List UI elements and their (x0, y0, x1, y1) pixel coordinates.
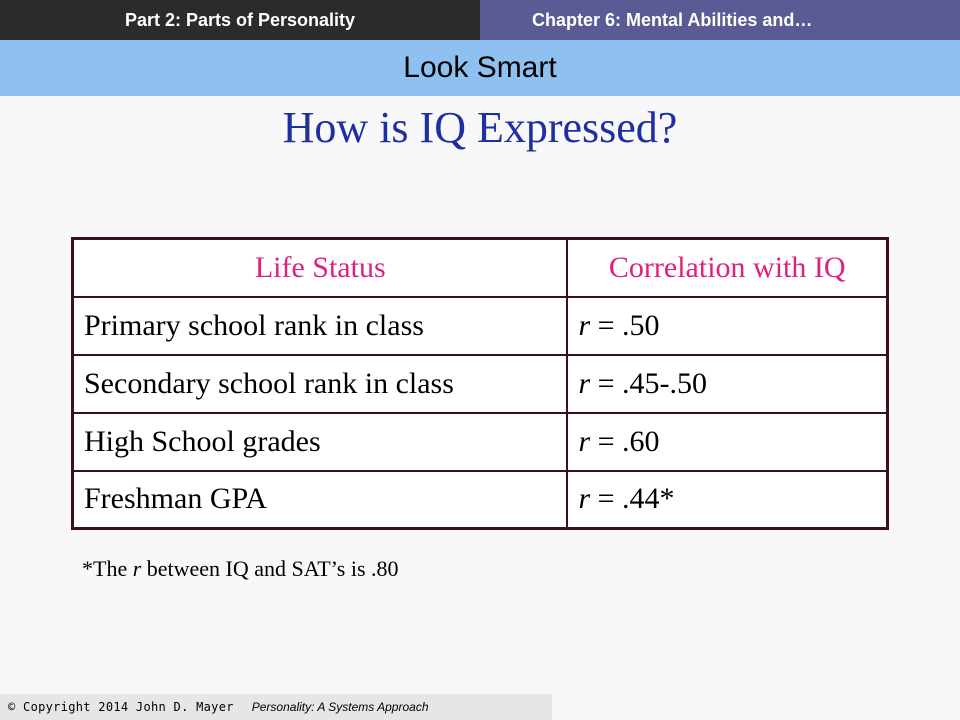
section-title: Look Smart (0, 40, 960, 96)
column-header-correlation: Correlation with IQ (566, 237, 889, 298)
correlation-value: = .60 (590, 424, 660, 458)
part-label: Part 2: Parts of Personality (0, 0, 480, 40)
life-status-cell: High School grades (71, 411, 569, 472)
copyright-footer: © Copyright 2014 John D. Mayer Personali… (0, 694, 552, 720)
table-row: Freshman GPA r = .44* (71, 469, 889, 530)
footnote-suffix: between IQ and SAT’s is .80 (141, 556, 399, 581)
correlation-cell: r = .45-.50 (566, 353, 889, 414)
chapter-label: Chapter 6: Mental Abilities and… (480, 0, 960, 40)
r-symbol: r (578, 424, 591, 458)
table-row: High School grades r = .60 (71, 411, 889, 472)
correlation-value: = .45-.50 (590, 366, 708, 400)
life-status-cell: Secondary school rank in class (71, 353, 569, 414)
copyright-text: © Copyright 2014 John D. Mayer (8, 700, 234, 714)
correlation-value: = .50 (590, 308, 660, 342)
r-symbol: r (578, 482, 591, 516)
book-title: Personality: A Systems Approach (251, 700, 429, 714)
footnote-r-symbol: r (132, 556, 142, 581)
correlation-cell: r = .44* (566, 469, 889, 530)
footnote-prefix: *The (82, 556, 133, 581)
table-header-row: Life Status Correlation with IQ (71, 237, 889, 298)
correlation-value: = .44* (590, 482, 675, 516)
top-header-bar: Part 2: Parts of Personality Chapter 6: … (0, 0, 960, 40)
correlation-cell: r = .60 (566, 411, 889, 472)
life-status-cell: Primary school rank in class (71, 295, 569, 356)
table-row: Primary school rank in class r = .50 (71, 295, 889, 356)
life-status-cell: Freshman GPA (71, 469, 569, 530)
footnote: *The r between IQ and SAT’s is .80 (82, 556, 399, 582)
r-symbol: r (578, 308, 591, 342)
r-symbol: r (578, 366, 591, 400)
correlation-cell: r = .50 (566, 295, 889, 356)
slide-title: How is IQ Expressed? (282, 103, 678, 152)
iq-correlation-table: Life Status Correlation with IQ Primary … (71, 237, 889, 530)
column-header-life-status: Life Status (71, 237, 569, 298)
table-row: Secondary school rank in class r = .45-.… (71, 353, 889, 414)
